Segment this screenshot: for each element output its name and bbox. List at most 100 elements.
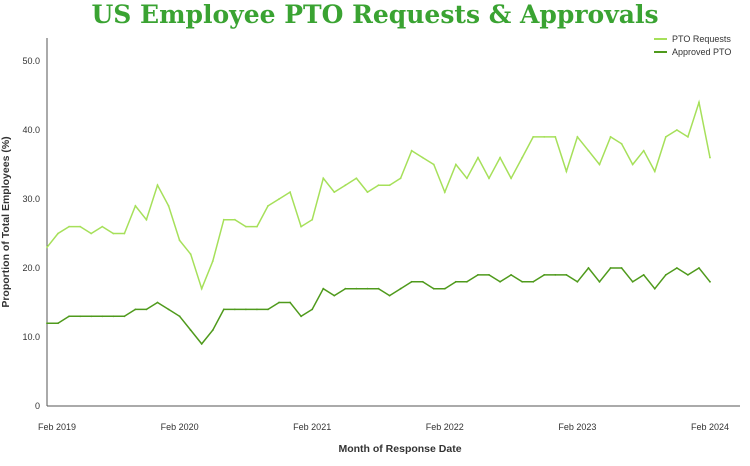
data-point [499, 280, 501, 283]
data-point [178, 239, 181, 242]
data-point [233, 218, 236, 221]
data-point [421, 156, 424, 159]
data-point [565, 274, 568, 276]
data-point [532, 280, 535, 283]
data-point [134, 308, 137, 311]
data-point [189, 253, 192, 256]
data-point [311, 218, 314, 221]
data-point [355, 287, 358, 290]
data-point [68, 225, 70, 228]
data-point [156, 184, 159, 187]
data-point [653, 170, 656, 173]
data-point [256, 308, 258, 311]
data-point [267, 308, 269, 311]
y-axis-ticks: 0 10.0 20.0 30.0 40.0 50.0 [22, 56, 40, 411]
data-point [57, 232, 59, 235]
data-point [233, 308, 236, 311]
data-point [410, 280, 413, 283]
data-point [333, 191, 336, 194]
x-tick-label: Feb 2019 [38, 422, 76, 432]
legend-label: Approved PTO [672, 47, 731, 57]
data-point [123, 315, 126, 318]
data-point [675, 267, 678, 269]
data-point [687, 274, 689, 276]
y-tick-label: 30.0 [22, 194, 40, 204]
data-point [499, 156, 501, 159]
y-axis-label: Proportion of Total Employees (%) [0, 136, 12, 307]
series-lines [46, 99, 711, 346]
data-point [112, 232, 115, 235]
data-point [488, 274, 490, 276]
series-1 [46, 266, 711, 346]
series-line [46, 99, 711, 291]
data-point [267, 205, 269, 207]
x-tick-label: Feb 2022 [426, 422, 464, 432]
data-point [90, 315, 93, 318]
data-point [245, 308, 247, 311]
data-point [620, 142, 623, 145]
data-point [388, 294, 391, 297]
data-point [664, 274, 667, 276]
data-point [554, 136, 557, 138]
data-point [322, 287, 325, 290]
data-point [211, 329, 214, 331]
x-tick-label: Feb 2020 [161, 422, 199, 432]
legend-label: PTO Requests [672, 34, 731, 44]
data-point [709, 280, 711, 283]
data-point [698, 267, 700, 269]
x-axis-ticks: Feb 2019 Feb 2020 Feb 2021 Feb 2022 Feb 2023… [38, 422, 729, 432]
x-tick-label: Feb 2023 [558, 422, 596, 432]
y-tick-label: 0 [35, 401, 40, 411]
data-point [664, 136, 667, 138]
data-point [576, 136, 579, 138]
data-point [167, 308, 170, 311]
data-point [443, 287, 446, 290]
data-point [289, 191, 291, 194]
data-point [101, 315, 104, 318]
data-point [410, 149, 413, 152]
data-point [532, 136, 535, 138]
data-point [388, 184, 391, 187]
data-point [609, 136, 612, 138]
data-point [543, 136, 546, 138]
data-point [145, 308, 148, 311]
data-point [466, 280, 468, 283]
x-axis-label: Month of Response Date [338, 443, 461, 455]
data-point [289, 301, 291, 304]
data-point [631, 280, 634, 283]
data-point [521, 156, 524, 159]
data-point [189, 329, 192, 331]
data-point [642, 274, 645, 276]
data-point [631, 163, 634, 166]
data-point [653, 287, 656, 290]
data-point [454, 280, 457, 283]
data-point [222, 308, 225, 311]
data-point [565, 170, 568, 173]
data-point [443, 191, 446, 194]
y-tick-label: 10.0 [22, 332, 40, 342]
data-point [399, 287, 402, 290]
data-point [687, 136, 689, 138]
data-point [477, 156, 479, 159]
data-point [576, 280, 579, 283]
data-point [46, 246, 48, 249]
data-point [466, 177, 468, 180]
data-point [90, 232, 93, 235]
data-point [488, 177, 490, 180]
data-point [454, 163, 457, 166]
y-tick-label: 20.0 [22, 263, 40, 273]
data-point [587, 149, 590, 152]
data-point [134, 205, 137, 207]
data-point [355, 177, 358, 180]
data-point [698, 101, 700, 104]
data-point [620, 267, 623, 269]
data-point [245, 225, 247, 228]
data-point [554, 274, 557, 276]
data-point [432, 287, 435, 290]
data-point [477, 274, 479, 276]
data-point [222, 218, 225, 221]
data-point [101, 225, 104, 228]
data-point [322, 177, 325, 180]
data-point [421, 280, 424, 283]
